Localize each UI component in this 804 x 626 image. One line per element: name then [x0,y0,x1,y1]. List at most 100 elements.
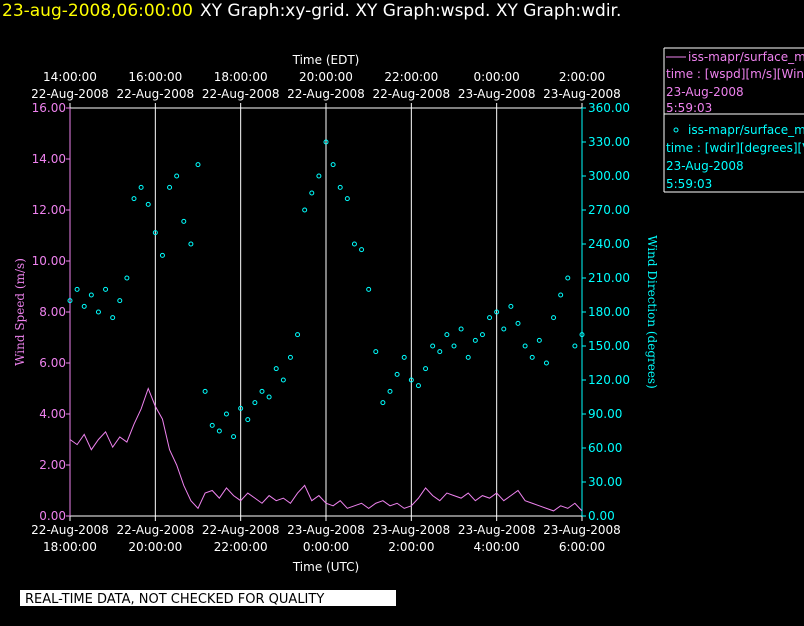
x-tick-label: 0:00:00 [303,540,349,554]
direction-point [145,201,151,207]
direction-point [152,230,158,236]
y2-tick-label: 240.00 [588,237,630,251]
direction-point [195,162,201,168]
direction-point [238,405,244,411]
direction-point [487,315,493,321]
direction-point [458,326,464,332]
direction-point [316,173,322,179]
direction-point [259,388,265,394]
direction-point [444,332,450,338]
y2-tick-label: 330.00 [588,135,630,149]
direction-point [536,337,542,343]
x-tick-label: 23-Aug-2008 [287,523,365,537]
direction-point [508,303,514,309]
y2-tick-label: 300.00 [588,169,630,183]
direction-point [174,173,180,179]
direction-point [330,162,336,168]
legend-desc: time : [wspd][m/s][Wind [666,67,804,81]
x2-tick-label: 22-Aug-2008 [202,87,280,101]
direction-point [472,337,478,343]
x-label-top: Time (EDT) [292,53,360,67]
x-tick-label: 22-Aug-2008 [117,523,195,537]
direction-point [159,252,165,258]
x-tick-label: 18:00:00 [43,540,97,554]
direction-point [181,218,187,224]
x-tick-label: 22-Aug-2008 [202,523,280,537]
title-time: 23-aug-2008,06:00:00 [2,1,193,21]
direction-point [543,360,549,366]
legend-name: iss-mapr/surface_m [688,50,804,64]
x2-tick-label: 22-Aug-2008 [31,87,109,101]
direction-point [273,366,279,372]
direction-point [522,343,528,349]
direction-point [88,292,94,298]
x2-tick-label: 18:00:00 [214,70,268,84]
direction-point [216,428,222,434]
y2-tick-label: 0.00 [588,509,615,523]
y-tick-label: 12.00 [32,203,66,217]
direction-point [558,292,564,298]
y2-tick-label: 270.00 [588,203,630,217]
direction-point [95,309,101,315]
x2-tick-label: 16:00:00 [128,70,182,84]
legend-time: 5:59:03 [666,101,712,115]
legend-name: iss-mapr/surface_m [688,123,804,137]
direction-point [131,196,137,202]
y-tick-label: 4.00 [39,407,66,421]
x-tick-label: 23-Aug-2008 [543,523,621,537]
x-tick-label: 2:00:00 [388,540,434,554]
y2-tick-label: 90.00 [588,407,622,421]
direction-point [380,400,386,406]
legend-date: 23-Aug-2008 [666,85,744,99]
y-tick-label: 0.00 [39,509,66,523]
direction-point [359,247,365,253]
direction-point [451,343,457,349]
legend-marker [673,127,679,133]
direction-point [309,190,315,196]
x2-tick-label: 2:00:00 [559,70,605,84]
direction-point [110,315,116,321]
direction-point [124,275,130,281]
direction-point [394,371,400,377]
legend-desc: time : [wdir][degrees][V [666,141,804,155]
direction-point [351,241,357,247]
y-label: Wind Speed (m/s) [13,258,27,366]
note: REAL-TIME DATA, NOT CHECKED FOR QUALITY [25,592,324,607]
x2-tick-label: 22:00:00 [384,70,438,84]
direction-point [117,298,123,304]
y2-tick-label: 30.00 [588,475,622,489]
x-tick-label: 22:00:00 [214,540,268,554]
direction-point [302,207,308,213]
y2-tick-label: 150.00 [588,339,630,353]
direction-point [366,286,372,292]
x2-tick-label: 23-Aug-2008 [543,87,621,101]
x-tick-label: 4:00:00 [474,540,520,554]
y2-label: Wind Direction (degrees) [645,235,659,389]
direction-point [167,184,173,190]
direction-point [67,298,73,304]
legend: iss-mapr/surface_m time : [wspd][m/s][Wi… [663,47,804,193]
direction-point [81,303,87,309]
direction-point [323,139,329,145]
x2-tick-label: 23-Aug-2008 [458,87,536,101]
legend-time: 5:59:03 [666,177,712,191]
speed-line [69,387,583,512]
x-tick-label: 6:00:00 [559,540,605,554]
direction-point [231,434,237,440]
direction-point [280,377,286,383]
x-label: Time (UTC) [292,560,359,574]
direction-point [138,184,144,190]
x2-tick-label: 22-Aug-2008 [287,87,365,101]
note-box [20,590,396,606]
direction-point [295,332,301,338]
direction-point [344,196,350,202]
direction-point [245,417,251,423]
x2-tick-label: 0:00:00 [474,70,520,84]
direction-point [103,286,109,292]
direction-point [188,241,194,247]
direction-point [408,377,414,383]
y-tick-label: 2.00 [39,458,66,472]
direction-point [287,354,293,360]
direction-point [572,343,578,349]
